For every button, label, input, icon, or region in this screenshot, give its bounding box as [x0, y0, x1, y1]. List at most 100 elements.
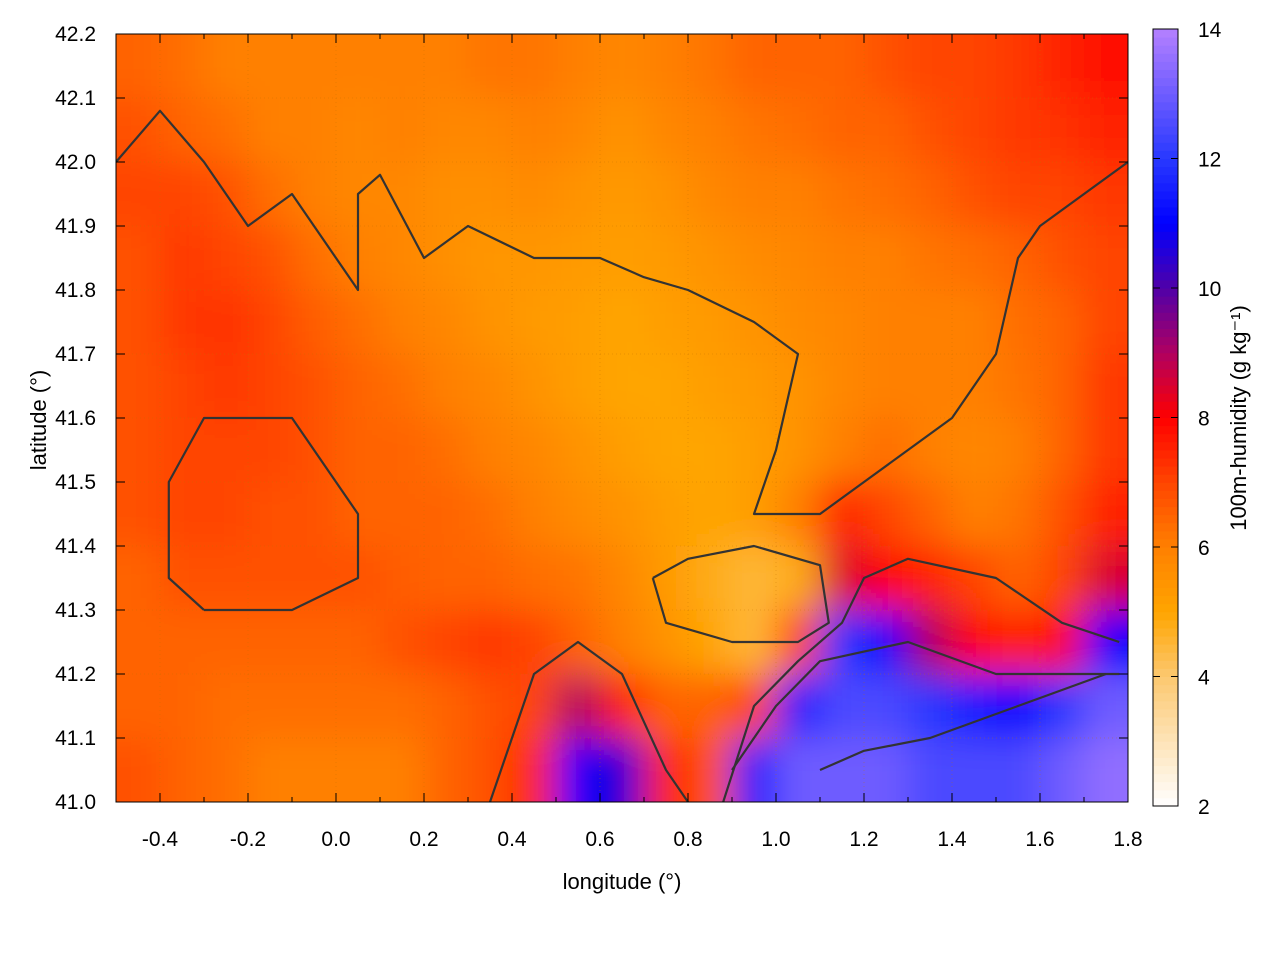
colorbar-swatch	[1153, 158, 1178, 168]
heatmap-cell	[864, 546, 909, 611]
colorbar-swatch	[1153, 619, 1178, 629]
colorbar-tick-label: 14	[1198, 19, 1222, 42]
colorbar-swatch	[1153, 182, 1178, 192]
heatmap-cell	[380, 98, 425, 163]
heatmap-cell	[776, 34, 821, 99]
heatmap-cell	[292, 738, 337, 802]
heatmap-cell	[468, 674, 513, 739]
heatmap-cell	[556, 546, 601, 611]
heatmap-cell	[336, 418, 381, 483]
heatmap-cell	[1040, 290, 1085, 355]
heatmap-cell	[600, 738, 645, 802]
y-tick-label: 42.2	[55, 23, 96, 46]
heatmap-cell	[204, 34, 249, 99]
colorbar-swatch	[1153, 409, 1178, 418]
colorbar-swatch	[1153, 611, 1178, 621]
heatmap-cell	[116, 482, 161, 547]
heatmap-cell	[380, 34, 425, 99]
heatmap-cell	[292, 226, 337, 291]
heatmap-cell	[908, 738, 953, 802]
heatmap-cell	[424, 34, 469, 99]
heatmap-cell	[248, 290, 293, 355]
heatmap-cell	[908, 98, 953, 163]
colorbar-swatch	[1153, 69, 1178, 79]
colorbar-swatch	[1153, 627, 1178, 637]
heatmap-cell	[204, 482, 249, 547]
heatmap-cell	[864, 98, 909, 163]
colorbar-swatch	[1153, 320, 1178, 329]
heatmap-cell	[424, 226, 469, 291]
heatmap-cell	[644, 546, 689, 611]
x-tick-label: 0.4	[497, 828, 527, 851]
heatmap-cell	[1084, 482, 1128, 547]
heatmap-cell	[1040, 162, 1085, 227]
heatmap-cell	[424, 674, 469, 739]
colorbar-swatch	[1153, 109, 1178, 119]
heatmap-cell	[468, 34, 513, 99]
heatmap-cell	[1084, 418, 1128, 483]
heatmap-cell	[512, 674, 557, 739]
colorbar-swatch	[1153, 263, 1178, 273]
colorbar-swatch	[1153, 757, 1178, 767]
heatmap-cell	[952, 34, 997, 99]
colorbar-swatch	[1153, 781, 1178, 791]
colorbar-swatch	[1153, 304, 1178, 313]
heatmap-cell	[116, 418, 161, 483]
heatmap-cell	[512, 610, 557, 675]
y-tick-label: 41.4	[55, 535, 96, 558]
heatmap-cell	[688, 482, 733, 547]
heatmap-cell	[424, 738, 469, 802]
heatmap-cell	[468, 482, 513, 547]
heatmap-cell	[380, 674, 425, 739]
heatmap-cell	[248, 162, 293, 227]
heatmap-cell	[732, 98, 777, 163]
colorbar-swatch	[1153, 449, 1178, 459]
heatmap-cell	[1084, 546, 1128, 611]
heatmap-cell	[952, 738, 997, 802]
heatmap-cell	[644, 674, 689, 739]
heatmap-cell	[952, 98, 997, 163]
heatmap-cell	[1084, 34, 1128, 99]
heatmap-cell	[864, 418, 909, 483]
colorbar-swatch	[1153, 797, 1178, 807]
heatmap-cells	[116, 34, 1128, 802]
heatmap-cell	[952, 546, 997, 611]
heatmap-cell	[732, 226, 777, 291]
colorbar-swatch	[1153, 482, 1178, 491]
colorbar-swatch	[1153, 530, 1178, 540]
x-tick-label: 0.2	[409, 828, 438, 851]
heatmap-cell	[644, 226, 689, 291]
colorbar-label: 100m-humidity (g kg⁻¹)	[1226, 305, 1251, 531]
heatmap-cell	[1040, 354, 1085, 419]
heatmap-cell	[1040, 482, 1085, 547]
x-tick-label: 0.8	[673, 828, 702, 851]
heatmap-cell	[1084, 674, 1128, 739]
contour-lines	[116, 109, 1128, 802]
heatmap-cell	[512, 738, 557, 802]
colorbar-tick-labels: 2 4 6 8 10 12 14	[1198, 19, 1222, 819]
colorbar-swatch	[1153, 684, 1178, 694]
heatmap-cell	[864, 674, 909, 739]
heatmap-cell	[468, 290, 513, 355]
heatmap-cell	[1084, 226, 1128, 291]
heatmap-cell	[160, 226, 205, 291]
colorbar-frame	[1152, 28, 1179, 807]
colorbar-swatch	[1153, 360, 1178, 370]
heatmap-cell	[424, 98, 469, 163]
contour-line	[722, 557, 1120, 802]
heatmap-cell	[424, 482, 469, 547]
colorbar-swatch	[1153, 660, 1178, 669]
heatmap-cell	[908, 162, 953, 227]
heatmap-cell	[248, 226, 293, 291]
heatmap-cell	[204, 738, 249, 802]
x-tick-label: 1.8	[1113, 828, 1142, 851]
heatmap-cell	[1084, 162, 1128, 227]
colorbar-swatch	[1153, 579, 1178, 588]
colorbar-swatch	[1153, 166, 1178, 176]
heatmap-cell	[248, 354, 293, 419]
contour-line	[116, 109, 1128, 516]
heatmap-cell	[688, 34, 733, 99]
heatmap-cell	[600, 418, 645, 483]
colorbar-swatch	[1153, 118, 1178, 127]
